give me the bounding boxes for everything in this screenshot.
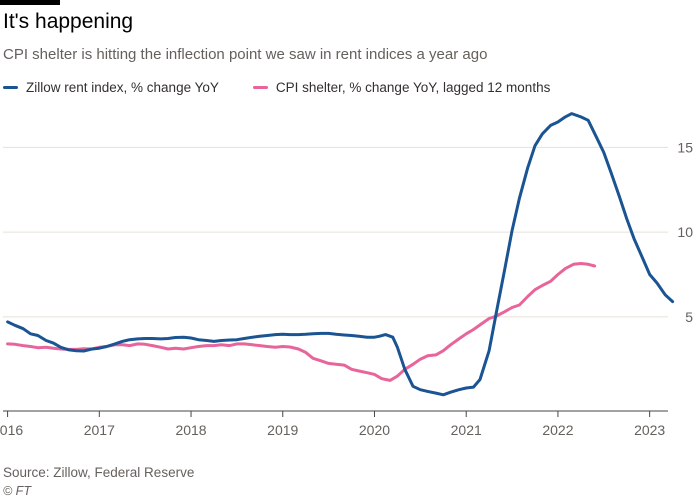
legend-label-zillow: Zillow rent index, % change YoY [26,80,219,95]
y-tick-label-10: 10 [677,224,693,240]
chart-title: It's happening [3,10,133,34]
x-tick-label-2019: 2019 [267,422,298,438]
credit-note: © FT [3,484,31,498]
legend-label-cpi: CPI shelter, % change YoY, lagged 12 mon… [276,80,550,95]
zillow-rent-line [8,114,673,395]
line-chart: 5 10 15 2016 2017 2018 2019 2020 2021 2022 2023 [0,100,700,450]
legend-swatch-cpi [253,86,268,89]
x-tick-label-2021: 2021 [451,422,482,438]
legend-swatch-zillow [3,86,18,89]
legend: Zillow rent index, % change YoY CPI shel… [3,77,584,97]
y-tick-label-15: 15 [677,139,693,155]
x-tick-label-2020: 2020 [359,422,390,438]
cpi-shelter-line [8,264,595,381]
x-axis [3,411,668,417]
tick-labels: 5 10 15 2016 2017 2018 2019 2020 2021 2022 2023 [0,139,693,438]
x-tick-label-2016: 2016 [0,422,23,438]
legend-item-cpi: CPI shelter, % change YoY, lagged 12 mon… [253,80,550,95]
y-tick-label-5: 5 [685,309,693,325]
x-tick-label-2023: 2023 [634,422,665,438]
chart-subtitle: CPI shelter is hitting the inflection po… [3,46,487,63]
legend-item-zillow: Zillow rent index, % change YoY [3,80,219,95]
source-note: Source: Zillow, Federal Reserve [3,465,194,480]
series-lines [8,114,673,395]
grid-lines [3,147,668,316]
brand-bar [0,0,60,5]
x-tick-label-2022: 2022 [542,422,573,438]
x-tick-label-2018: 2018 [175,422,206,438]
x-tick-label-2017: 2017 [84,422,115,438]
